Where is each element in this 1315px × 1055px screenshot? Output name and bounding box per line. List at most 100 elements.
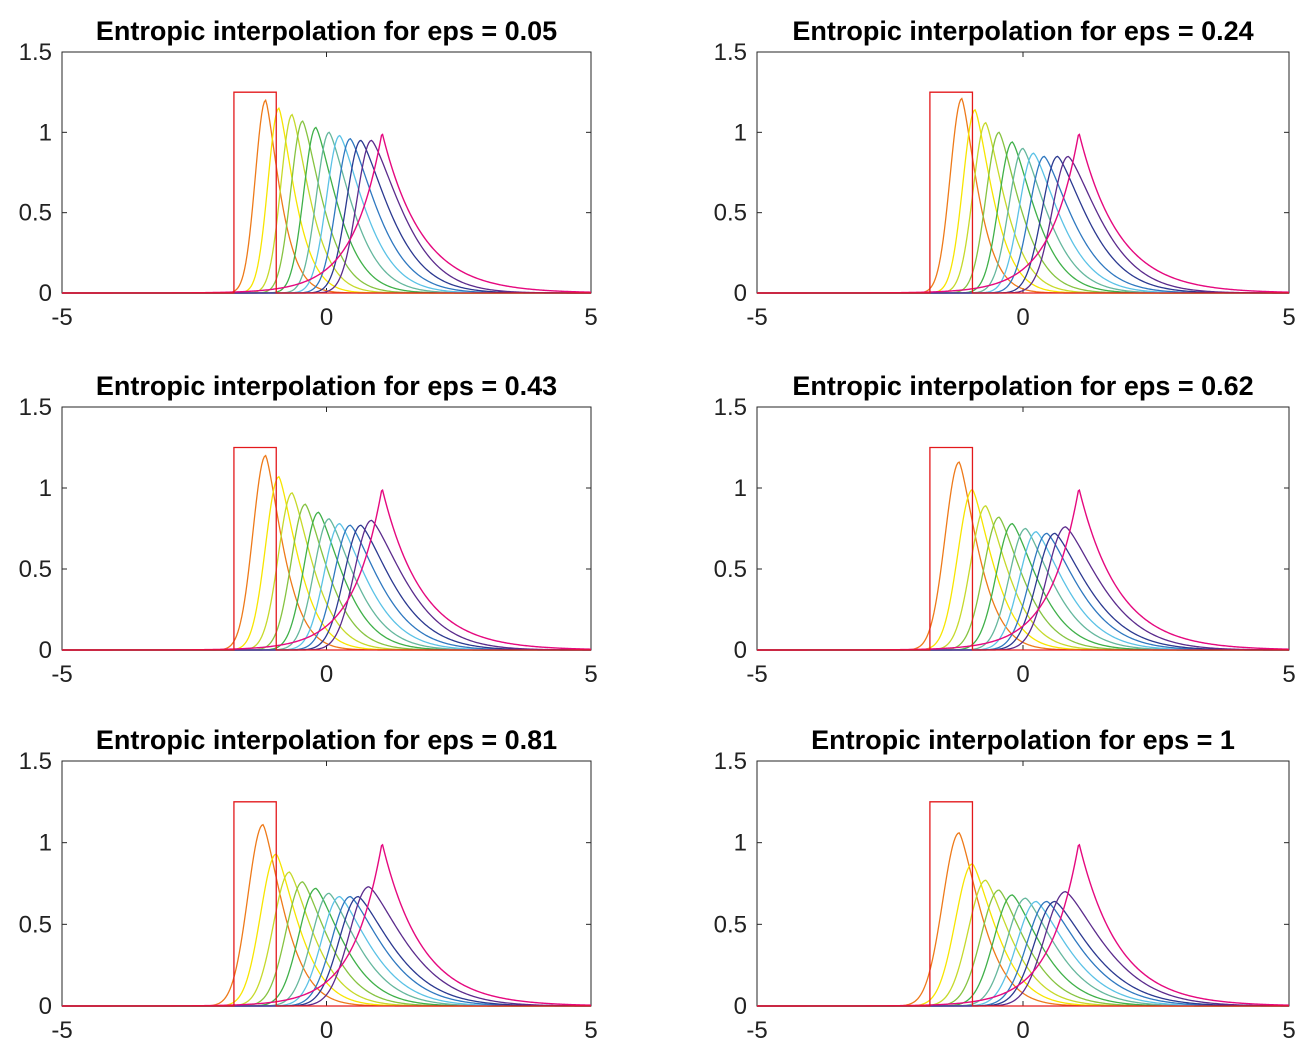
x-tick-label: -5 xyxy=(51,1017,72,1044)
x-tick-label: 0 xyxy=(1016,1017,1029,1044)
initial-density-box xyxy=(62,446,591,651)
interpolation-curve xyxy=(757,97,1289,294)
interpolation-curve xyxy=(757,532,1289,651)
interpolation-curve xyxy=(757,155,1289,294)
initial-density-box xyxy=(757,801,1289,1007)
interpolation-curve xyxy=(757,532,1289,651)
axes-frame xyxy=(756,760,1290,1007)
y-tick-label: 1.5 xyxy=(19,394,52,421)
interpolation-curve xyxy=(757,152,1289,294)
interpolation-curve xyxy=(62,503,591,651)
interpolation-curve xyxy=(62,524,591,651)
subplot-title: Entropic interpolation for eps = 1 xyxy=(811,725,1235,755)
interpolation-curve xyxy=(62,120,591,294)
subplot-1: Entropic interpolation for eps = 0.05 0 0.… xyxy=(19,16,598,331)
final-density-curve xyxy=(62,843,592,1007)
x-tick-label: -5 xyxy=(746,661,767,688)
interpolation-curve xyxy=(757,155,1289,294)
interpolation-curve xyxy=(757,155,1289,294)
interpolation-curve xyxy=(757,900,1289,1007)
y-tick-label: 0.5 xyxy=(19,200,52,227)
interpolation-curve xyxy=(62,881,591,1007)
interpolation-curve xyxy=(62,892,591,1007)
y-tick-label: 0.5 xyxy=(714,556,747,583)
y-tick-label: 0 xyxy=(39,993,52,1020)
interpolation-curve xyxy=(757,527,1289,651)
interpolation-curve xyxy=(757,461,1289,651)
subplot-title: Entropic interpolation for eps = 0.05 xyxy=(96,16,557,46)
y-tick-label: 1.5 xyxy=(714,39,747,66)
y-tick-label: 1 xyxy=(39,119,52,146)
interpolation-curve xyxy=(62,895,591,1007)
x-tick-label: 5 xyxy=(584,661,597,688)
interpolation-curve xyxy=(62,895,592,1007)
interpolation-curve xyxy=(62,524,592,651)
axes-frame xyxy=(756,406,1290,651)
interpolation-curve xyxy=(62,853,591,1007)
interpolation-curve xyxy=(62,871,591,1007)
interpolation-curve xyxy=(757,522,1289,651)
interpolation-curve xyxy=(757,531,1289,651)
y-tick-label: 1.5 xyxy=(19,39,52,66)
y-tick-label: 0 xyxy=(39,637,52,664)
subplot-2: Entropic interpolation for eps = 0.24 0 0.… xyxy=(714,16,1296,331)
interpolation-curve xyxy=(757,863,1289,1007)
initial-density-box xyxy=(757,446,1289,651)
axes-frame xyxy=(61,760,592,1007)
y-tick-label: 0.5 xyxy=(19,911,52,938)
y-tick-label: 0 xyxy=(734,637,747,664)
interpolation-curve xyxy=(62,886,592,1007)
interpolation-curve xyxy=(757,108,1289,294)
initial-density-box xyxy=(62,801,591,1007)
interpolation-curve xyxy=(62,113,591,294)
x-tick-label: 5 xyxy=(584,304,597,331)
subplot-5: Entropic interpolation for eps = 0.81 0 0.… xyxy=(19,725,598,1044)
interpolation-curve xyxy=(62,522,591,651)
y-tick-label: 0 xyxy=(734,993,747,1020)
y-tick-label: 1 xyxy=(734,475,747,502)
interpolation-curve xyxy=(62,519,591,651)
subplot-title: Entropic interpolation for eps = 0.24 xyxy=(792,16,1253,46)
subplot-title: Entropic interpolation for eps = 0.62 xyxy=(792,371,1253,401)
y-tick-label: 0.5 xyxy=(714,911,747,938)
subplot-title: Entropic interpolation for eps = 0.43 xyxy=(96,371,557,401)
x-tick-label: -5 xyxy=(51,661,72,688)
x-tick-label: 0 xyxy=(320,1017,333,1044)
x-tick-label: -5 xyxy=(51,304,72,331)
interpolation-curve xyxy=(62,454,591,651)
initial-density-box xyxy=(62,91,591,294)
initial-density-box xyxy=(757,91,1289,294)
y-tick-label: 1.5 xyxy=(19,748,52,775)
x-tick-label: -5 xyxy=(746,304,767,331)
interpolation-curve xyxy=(757,890,1290,1007)
subplot-title: Entropic interpolation for eps = 0.81 xyxy=(96,725,557,755)
subplot-6: Entropic interpolation for eps = 1 0 0.5 1 1… xyxy=(714,725,1296,1044)
y-tick-label: 0 xyxy=(39,280,52,307)
y-tick-label: 1 xyxy=(39,830,52,857)
x-tick-label: 0 xyxy=(320,304,333,331)
x-tick-label: 5 xyxy=(1282,661,1295,688)
interpolation-curve xyxy=(757,894,1289,1007)
interpolation-curve xyxy=(62,895,591,1007)
x-tick-label: 5 xyxy=(1282,1017,1295,1044)
interpolation-curve xyxy=(757,889,1289,1007)
x-tick-label: -5 xyxy=(746,1017,767,1044)
interpolation-curve xyxy=(62,126,591,294)
interpolation-curve xyxy=(757,897,1289,1007)
x-tick-label: 0 xyxy=(1016,661,1029,688)
x-tick-label: 5 xyxy=(1282,304,1295,331)
y-tick-label: 0.5 xyxy=(714,200,747,227)
final-density-curve xyxy=(62,488,592,651)
y-tick-label: 1 xyxy=(734,830,747,857)
interpolation-curve xyxy=(62,887,591,1007)
x-tick-label: 0 xyxy=(320,661,333,688)
x-tick-label: 0 xyxy=(1016,304,1029,331)
y-tick-label: 1 xyxy=(734,119,747,146)
subplot-4: Entropic interpolation for eps = 0.62 0 0.… xyxy=(714,371,1296,688)
y-tick-label: 0.5 xyxy=(19,556,52,583)
subplot-3: Entropic interpolation for eps = 0.43 0 0.… xyxy=(19,371,598,688)
y-tick-label: 1.5 xyxy=(714,748,747,775)
y-tick-label: 0 xyxy=(734,280,747,307)
y-tick-label: 1 xyxy=(39,475,52,502)
